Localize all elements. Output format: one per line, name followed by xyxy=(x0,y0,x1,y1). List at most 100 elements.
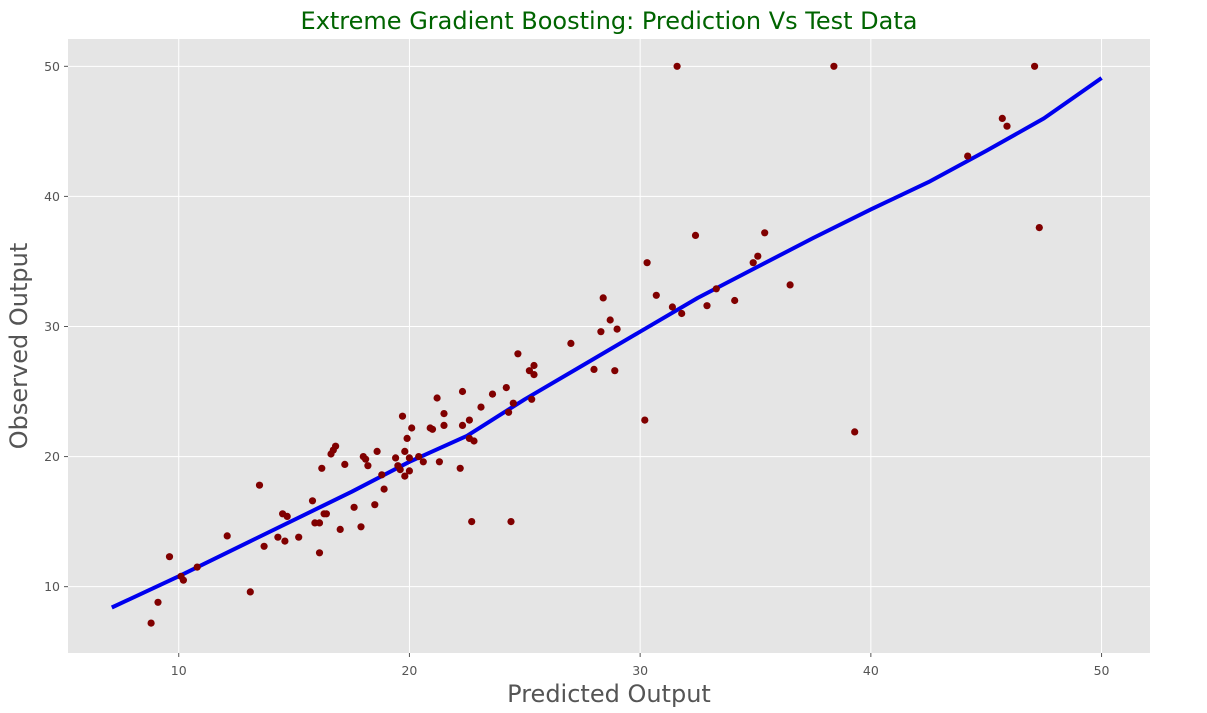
data-point xyxy=(465,416,473,424)
y-tick-label: 40 xyxy=(44,189,60,204)
data-point xyxy=(332,442,340,450)
data-point xyxy=(440,421,448,429)
data-point xyxy=(652,291,660,299)
data-point xyxy=(318,464,326,472)
chart-title: Extreme Gradient Boosting: Prediction Vs… xyxy=(301,7,918,35)
data-point xyxy=(403,434,411,442)
data-point xyxy=(357,523,365,531)
data-point xyxy=(283,512,291,521)
data-point xyxy=(761,229,769,237)
data-point xyxy=(428,425,437,433)
x-tick-label: 30 xyxy=(632,663,648,678)
data-point xyxy=(1031,62,1039,70)
data-point xyxy=(193,563,201,571)
data-point xyxy=(341,460,349,468)
data-point xyxy=(528,395,536,403)
data-point xyxy=(371,501,379,509)
data-point xyxy=(643,259,651,267)
plot-background xyxy=(68,39,1150,653)
data-point xyxy=(754,252,762,260)
data-point xyxy=(786,281,794,289)
data-point xyxy=(401,447,409,455)
data-point xyxy=(703,302,711,310)
data-point xyxy=(488,390,497,398)
data-point xyxy=(315,549,324,557)
data-point xyxy=(998,114,1006,122)
data-point xyxy=(613,325,621,333)
data-point xyxy=(514,350,522,358)
data-point xyxy=(470,437,478,445)
data-point xyxy=(851,428,859,436)
data-point xyxy=(597,328,605,336)
data-point xyxy=(673,62,681,70)
data-point xyxy=(165,553,174,561)
data-point xyxy=(154,598,162,606)
y-tick-label: 50 xyxy=(44,59,60,74)
data-point xyxy=(260,542,268,550)
data-point xyxy=(691,231,700,239)
data-point xyxy=(295,533,303,541)
data-point xyxy=(378,471,386,479)
data-point xyxy=(408,424,416,432)
data-point xyxy=(362,455,370,463)
data-point xyxy=(567,339,575,347)
data-point xyxy=(505,408,513,416)
data-point xyxy=(274,533,282,541)
y-tick-label: 20 xyxy=(44,449,60,464)
x-tick-label: 10 xyxy=(171,663,187,678)
tick-labels: 10 20 30 40 50 10 20 30 40 50 xyxy=(44,59,1109,678)
data-point xyxy=(678,309,686,318)
data-point xyxy=(641,416,649,424)
data-point xyxy=(611,367,619,375)
data-point xyxy=(440,410,448,418)
data-point xyxy=(315,519,324,527)
data-point xyxy=(322,510,330,518)
data-point xyxy=(456,464,464,472)
data-point xyxy=(606,316,614,324)
x-tick-label: 20 xyxy=(401,663,417,678)
x-axis-label: Predicted Output xyxy=(507,680,711,708)
data-point xyxy=(350,503,358,511)
data-point xyxy=(507,518,515,526)
data-point xyxy=(179,576,187,584)
y-axis-label: Observed Output xyxy=(5,243,33,449)
grid-lines xyxy=(68,39,1150,653)
data-point xyxy=(599,294,607,302)
data-point xyxy=(392,454,400,462)
fit-line-layer xyxy=(110,76,1103,610)
data-point xyxy=(749,259,757,267)
data-point xyxy=(373,447,381,455)
data-point xyxy=(281,537,289,545)
fit-line xyxy=(110,76,1103,610)
data-point xyxy=(830,62,838,70)
data-point xyxy=(1003,122,1011,130)
data-point xyxy=(712,285,720,293)
data-point xyxy=(401,472,409,480)
data-point xyxy=(435,458,443,466)
data-point xyxy=(405,467,413,475)
data-point xyxy=(731,296,739,305)
data-point xyxy=(530,371,538,379)
data-point xyxy=(364,462,372,470)
data-point xyxy=(458,387,467,396)
data-point xyxy=(398,412,407,420)
x-tick-label: 40 xyxy=(863,663,879,678)
data-point xyxy=(246,588,254,596)
data-point xyxy=(477,403,485,411)
data-point xyxy=(509,399,517,407)
data-point xyxy=(433,394,441,402)
data-point xyxy=(308,497,317,505)
data-point xyxy=(255,481,264,489)
data-point xyxy=(405,454,413,462)
data-point xyxy=(380,485,388,493)
data-point xyxy=(590,365,598,373)
y-tick-label: 30 xyxy=(44,319,60,334)
x-tick-label: 50 xyxy=(1094,663,1110,678)
data-point xyxy=(502,384,510,392)
data-point xyxy=(396,466,404,474)
data-point xyxy=(223,532,231,540)
data-point xyxy=(530,361,538,370)
scatter-points xyxy=(147,62,1043,627)
data-point xyxy=(458,421,467,429)
